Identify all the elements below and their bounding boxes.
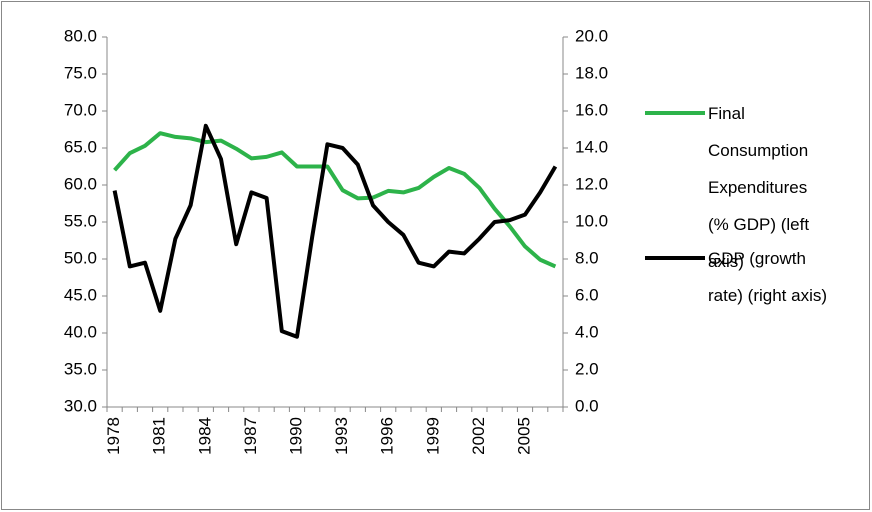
legend-label: Final Consumption Expenditures (% GDP) (… xyxy=(708,104,810,271)
x-tick-label: 1990 xyxy=(286,417,305,455)
y-tick-label: 40.0 xyxy=(64,322,97,341)
y-tick-label: 60.0 xyxy=(64,174,97,193)
y2-tick-label: 6.0 xyxy=(575,285,599,304)
y2-tick-label: 2.0 xyxy=(575,359,599,378)
x-tick-label: 1996 xyxy=(378,417,397,455)
y2-tick-label: 16.0 xyxy=(575,100,608,119)
y2-tick-label: 20.0 xyxy=(575,26,608,45)
y-tick-label: 80.0 xyxy=(64,26,97,45)
y-tick-label: 45.0 xyxy=(64,285,97,304)
y-tick-label: 70.0 xyxy=(64,100,97,119)
x-tick-label: 1993 xyxy=(332,417,351,455)
y2-tick-label: 12.0 xyxy=(575,174,608,193)
x-tick-label: 1978 xyxy=(104,417,123,455)
y2-tick-label: 8.0 xyxy=(575,248,599,267)
y2-tick-label: 4.0 xyxy=(575,322,599,341)
y-tick-label: 65.0 xyxy=(64,137,97,156)
y-tick-label: 50.0 xyxy=(64,248,97,267)
x-tick-label: 1984 xyxy=(195,417,214,455)
x-tick-label: 1999 xyxy=(423,417,442,455)
y-tick-label: 35.0 xyxy=(64,359,97,378)
y2-tick-label: 0.0 xyxy=(575,396,599,415)
x-tick-label: 2005 xyxy=(514,417,533,455)
series-line xyxy=(112,123,558,339)
y-tick-label: 75.0 xyxy=(64,63,97,82)
y2-tick-label: 14.0 xyxy=(575,137,608,156)
y2-tick-label: 10.0 xyxy=(575,211,608,230)
y-tick-label: 55.0 xyxy=(64,211,97,230)
legend-label: GDP (growth rate) (right axis) xyxy=(708,249,828,305)
series-line xyxy=(113,131,557,269)
x-tick-label: 1987 xyxy=(241,417,260,455)
x-tick-label: 1981 xyxy=(150,417,169,455)
x-tick-label: 2002 xyxy=(469,417,488,455)
y-tick-label: 30.0 xyxy=(64,396,97,415)
y2-tick-label: 18.0 xyxy=(575,63,608,82)
